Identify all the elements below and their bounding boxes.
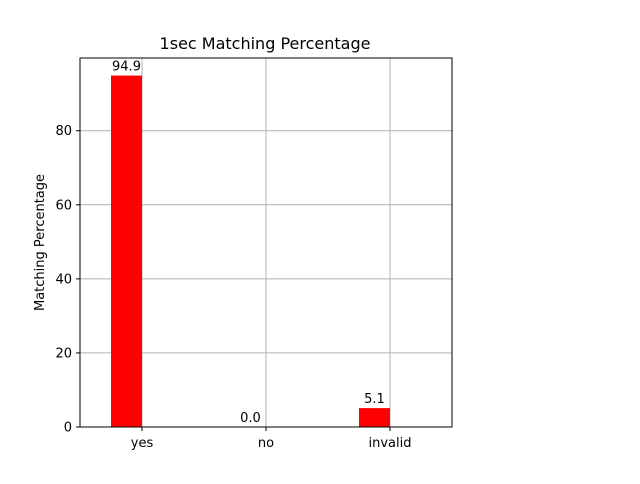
value-label: 0.0 [240,411,261,426]
y-tick-label: 40 [55,272,72,287]
bar-invalid [359,408,390,427]
y-tick-label: 60 [55,198,72,213]
value-labels-layer: 94.9 0.0 5.1 [112,60,385,426]
x-tick-label: invalid [369,436,412,451]
y-tick-label: 0 [64,421,72,436]
x-tick-label: yes [131,436,154,451]
value-label: 5.1 [364,392,385,407]
value-label: 94.9 [112,60,141,75]
ticks-layer: yes no invalid 0 20 40 60 80 [55,124,411,451]
bar-yes [111,75,142,428]
x-tick-label: no [258,436,274,451]
y-tick-label: 80 [55,124,72,139]
chart-title: 1sec Matching Percentage [160,34,371,53]
y-axis-label: Matching Percentage [33,174,48,311]
bars-layer [111,75,390,428]
y-tick-label: 20 [55,346,72,361]
